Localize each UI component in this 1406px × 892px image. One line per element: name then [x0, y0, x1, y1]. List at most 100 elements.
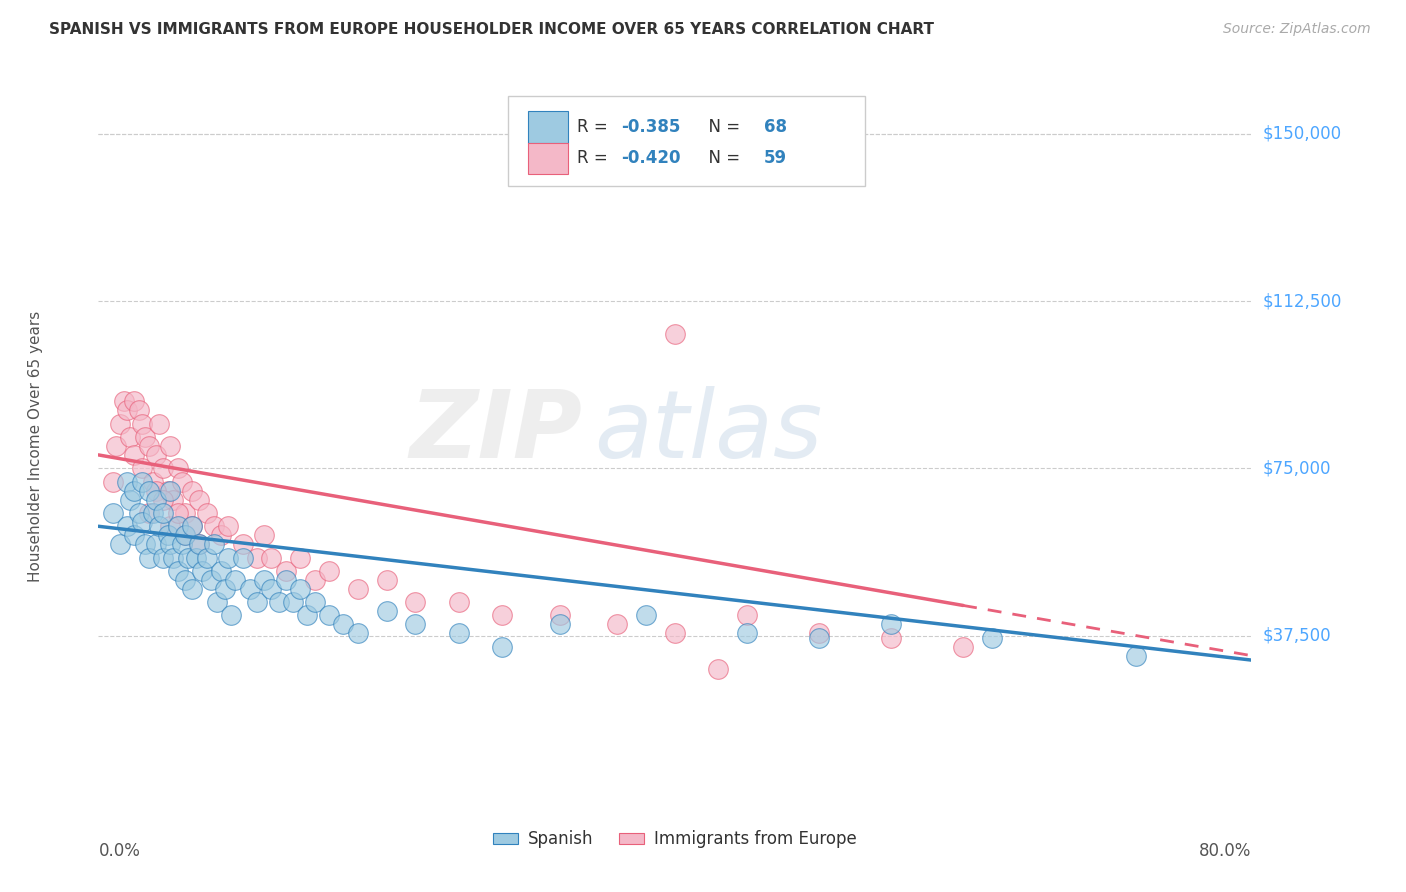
Point [274, 573, 297, 587]
Point [170, 475, 193, 489]
Point [952, 640, 974, 654]
Point [636, 608, 658, 623]
Point [735, 608, 758, 623]
Point [124, 394, 146, 409]
Point [117, 403, 139, 417]
Point [808, 631, 831, 645]
Point [239, 582, 262, 596]
Point [174, 528, 197, 542]
Point [134, 430, 156, 444]
Point [447, 626, 470, 640]
Point [491, 608, 513, 623]
Point [145, 483, 167, 498]
Point [131, 515, 153, 529]
Point [138, 506, 160, 520]
Point [246, 595, 269, 609]
Point [188, 537, 211, 551]
Point [170, 537, 193, 551]
Point [152, 506, 174, 520]
Text: N =: N = [697, 150, 745, 168]
Point [162, 492, 184, 507]
Point [131, 417, 153, 431]
FancyBboxPatch shape [508, 96, 865, 186]
Point [104, 439, 127, 453]
Point [166, 564, 188, 578]
Point [124, 448, 146, 462]
Point [253, 528, 276, 542]
Point [195, 550, 218, 565]
Point [159, 439, 181, 453]
Point [142, 475, 165, 489]
Point [195, 506, 218, 520]
Point [209, 564, 232, 578]
Point [253, 573, 276, 587]
Point [174, 528, 197, 542]
Point [981, 631, 1004, 645]
Point [290, 550, 312, 565]
Point [260, 550, 283, 565]
Point [231, 537, 254, 551]
Point [880, 631, 903, 645]
Text: atlas: atlas [595, 386, 823, 477]
Text: $37,500: $37,500 [1263, 626, 1331, 645]
Point [217, 519, 239, 533]
Point [128, 506, 150, 520]
Point [142, 506, 165, 520]
Point [159, 519, 181, 533]
Point [181, 519, 204, 533]
Point [152, 461, 174, 475]
Point [290, 582, 312, 596]
Point [200, 573, 222, 587]
Text: $112,500: $112,500 [1263, 292, 1341, 310]
Point [181, 519, 204, 533]
Text: Source: ZipAtlas.com: Source: ZipAtlas.com [1223, 22, 1371, 37]
Text: $75,000: $75,000 [1263, 459, 1331, 477]
Point [188, 492, 211, 507]
Point [117, 519, 139, 533]
Point [304, 573, 326, 587]
Point [131, 475, 153, 489]
Point [128, 403, 150, 417]
Point [186, 550, 208, 565]
Point [145, 448, 167, 462]
Point [159, 483, 181, 498]
Point [148, 417, 170, 431]
Point [191, 564, 214, 578]
Point [606, 617, 628, 632]
Point [101, 506, 124, 520]
Point [808, 626, 831, 640]
Point [134, 537, 156, 551]
Point [138, 439, 160, 453]
Point [202, 537, 225, 551]
Point [219, 608, 242, 623]
Legend: Spanish, Immigrants from Europe: Spanish, Immigrants from Europe [486, 824, 863, 855]
Point [375, 573, 398, 587]
Text: 59: 59 [763, 150, 787, 168]
Point [162, 550, 184, 565]
Point [156, 528, 179, 542]
Point [117, 475, 139, 489]
Point [1125, 648, 1147, 663]
Point [166, 519, 188, 533]
Point [112, 394, 135, 409]
Point [152, 492, 174, 507]
Point [346, 582, 368, 596]
Point [202, 519, 225, 533]
Text: R =: R = [576, 150, 613, 168]
Point [166, 506, 188, 520]
Text: 68: 68 [763, 118, 786, 136]
Point [101, 475, 124, 489]
Point [124, 483, 146, 498]
Point [707, 662, 730, 676]
Point [156, 483, 179, 498]
Text: N =: N = [697, 118, 745, 136]
Point [297, 608, 319, 623]
Point [108, 417, 131, 431]
Point [260, 582, 283, 596]
Text: $150,000: $150,000 [1263, 125, 1341, 143]
Point [108, 537, 131, 551]
Text: Householder Income Over 65 years: Householder Income Over 65 years [28, 310, 42, 582]
Point [281, 595, 304, 609]
Point [166, 461, 188, 475]
Point [138, 483, 160, 498]
